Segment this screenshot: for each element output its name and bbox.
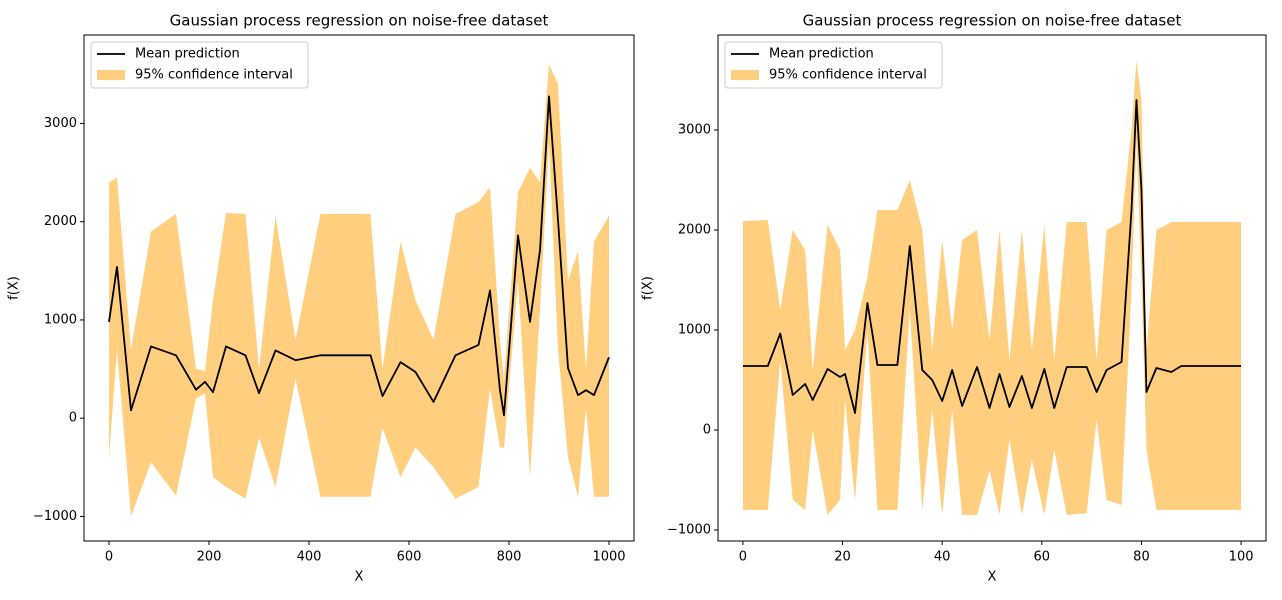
axes-frame	[83, 34, 635, 542]
y-axis-label: f(X)	[641, 276, 656, 300]
mean-line	[742, 99, 1242, 414]
y-tick-label: 3000	[678, 123, 711, 138]
y-tick-label: 3000	[44, 116, 77, 131]
x-tick-label: 60	[1034, 550, 1051, 565]
x-tick-label: 0	[739, 550, 747, 565]
legend-label: Mean prediction	[135, 47, 240, 62]
x-tick-label: 600	[397, 550, 422, 565]
x-tick-label: 400	[297, 550, 322, 565]
y-tick-label: 2000	[678, 223, 711, 238]
y-tick-label: 1000	[678, 323, 711, 338]
y-axis-label: f(X)	[7, 276, 22, 300]
chart-title: Gaussian process regression on noise-fre…	[803, 12, 1182, 30]
y-tick-label: 0	[703, 423, 711, 438]
legend-swatch	[731, 70, 759, 80]
confidence-band	[742, 60, 1242, 515]
x-tick-label: 40	[934, 550, 951, 565]
confidence-band	[109, 64, 609, 517]
legend-box	[724, 41, 943, 89]
y-tick-label: −1000	[667, 523, 711, 538]
x-tick-label: 80	[1133, 550, 1150, 565]
x-axis-label: X	[988, 570, 997, 585]
chart-title: Gaussian process regression on noise-fre…	[170, 12, 549, 30]
legend-label: 95% confidence interval	[769, 68, 927, 83]
x-tick-label: 200	[197, 550, 222, 565]
x-tick-label: 100	[1229, 550, 1254, 565]
x-tick-label: 800	[497, 550, 522, 565]
x-tick-label: 0	[105, 550, 113, 565]
mean-line	[108, 95, 610, 417]
legend-label: 95% confidence interval	[135, 68, 293, 83]
y-tick-label: 2000	[44, 214, 77, 229]
y-tick-label: 1000	[44, 312, 77, 327]
x-tick-label: 1000	[592, 550, 625, 565]
x-tick-label: 20	[834, 550, 851, 565]
legend-label: Mean prediction	[769, 47, 874, 62]
y-tick-label: −1000	[33, 509, 77, 524]
legend-box	[90, 41, 309, 89]
x-axis-label: X	[355, 570, 364, 585]
legend-swatch	[97, 70, 125, 80]
y-tick-label: 0	[69, 411, 77, 426]
axes-frame	[717, 34, 1267, 542]
